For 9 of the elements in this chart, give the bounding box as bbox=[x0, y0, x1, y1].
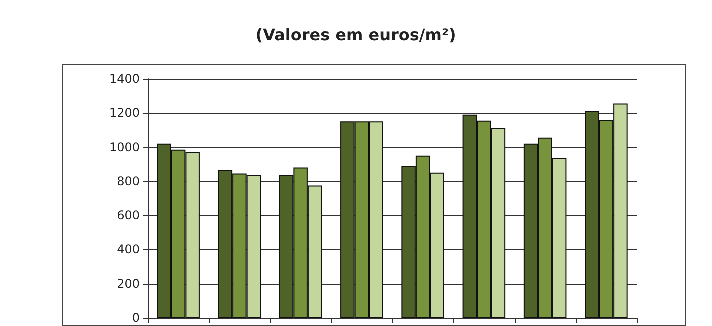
y-tick-label: 600 bbox=[117, 208, 140, 223]
chart-title: (Valores em euros/m²) bbox=[256, 26, 456, 44]
y-tick-label: 0 bbox=[132, 311, 140, 325]
y-tick-label: 1000 bbox=[109, 140, 140, 154]
y-tick-label: 1200 bbox=[109, 106, 140, 120]
y-tick-label: 200 bbox=[117, 276, 140, 291]
y-tick-label: 400 bbox=[117, 242, 140, 257]
y-tick-label: 800 bbox=[117, 174, 140, 188]
y-tick-label: 1400 bbox=[109, 72, 140, 86]
